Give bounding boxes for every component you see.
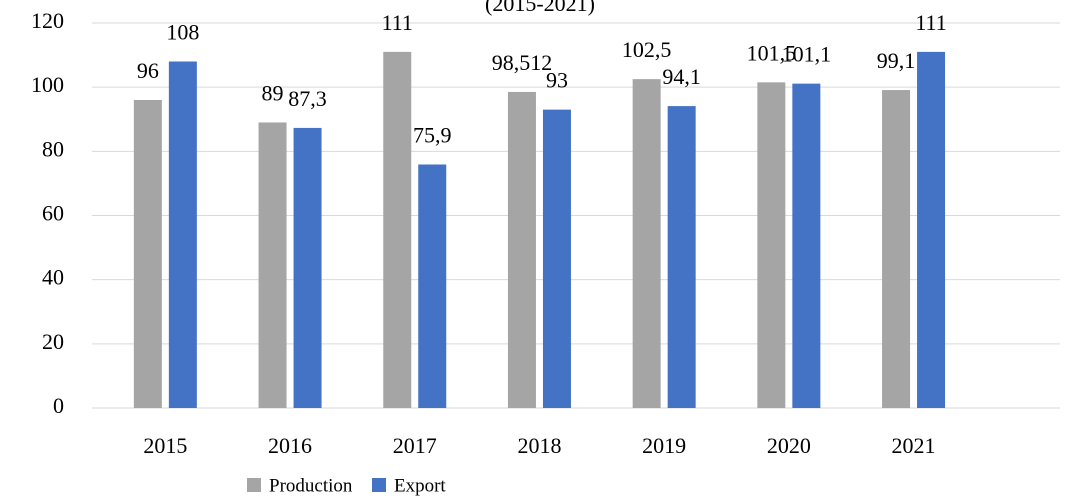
bar [133,100,162,408]
x-tick-label: 2016 [268,433,312,458]
value-label: 111 [382,10,413,35]
bar [792,83,821,408]
value-label: 99,1 [877,48,916,73]
y-tick-label: 100 [31,72,64,97]
y-tick-label: 80 [42,136,64,161]
value-label: 101,1 [782,42,832,67]
y-tick-label: 60 [42,201,64,226]
y-tick-label: 20 [42,329,64,354]
bar [632,79,661,408]
x-tick-label: 2015 [143,433,187,458]
x-tick-label: 2018 [517,433,561,458]
value-label: 89 [262,81,284,106]
bar [882,90,911,408]
y-tick-label: 0 [53,393,64,418]
legend-label: Production [269,475,353,496]
legend-swatch [247,478,261,492]
bar [667,106,696,409]
bar [418,164,447,408]
x-tick-label: 2021 [892,433,936,458]
value-label: 87,3 [288,86,327,111]
legend-label: Export [394,475,446,496]
y-tick-label: 40 [42,265,64,290]
value-label: 96 [137,58,159,83]
x-tick-label: 2019 [642,433,686,458]
legend-swatch [372,478,386,492]
y-tick-label: 120 [31,8,64,33]
bar [917,51,946,408]
value-label: 98,512 [492,50,553,75]
x-tick-label: 2017 [393,433,437,458]
bar [383,51,412,408]
bar [293,127,322,408]
chart-subtitle: (2015-2021) [485,0,595,16]
bar [757,82,786,409]
value-label: 102,5 [622,37,672,62]
value-label: 111 [915,10,946,35]
bar [542,109,571,408]
bar [507,91,536,408]
bar [168,61,197,408]
value-label: 93 [546,68,568,93]
value-label: 101,5 [747,40,797,65]
value-label: 108 [166,20,199,45]
bar [258,122,287,408]
value-label: 94,1 [662,64,701,89]
x-tick-label: 2020 [767,433,811,458]
value-label: 75,9 [413,123,452,148]
